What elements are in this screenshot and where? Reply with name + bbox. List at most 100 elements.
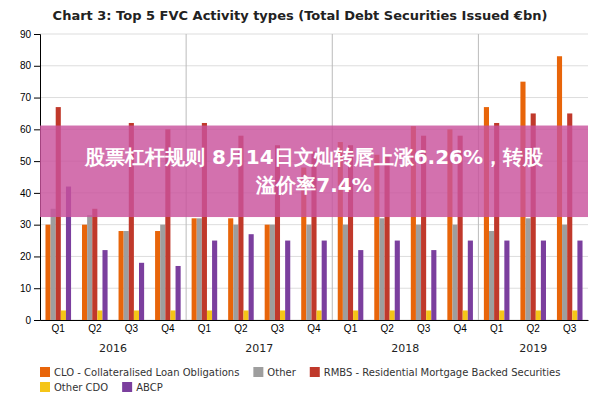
x-tick-label: Q3	[271, 323, 285, 334]
legend-swatch	[253, 367, 263, 377]
bar	[426, 310, 431, 320]
x-tick: Q3	[271, 320, 285, 334]
y-tick: 70	[20, 92, 40, 103]
x-tick-label: Q1	[490, 323, 504, 334]
y-tick-mark	[34, 193, 40, 194]
bar	[353, 310, 358, 320]
legend: CLO - Collateralised Loan Obligations Oth…	[40, 367, 560, 393]
grid-line	[40, 97, 588, 98]
legend-item: Other	[253, 367, 296, 378]
bar	[285, 241, 290, 320]
bar	[358, 250, 363, 320]
bar	[577, 241, 582, 320]
y-tick-label: 40	[20, 188, 32, 199]
overlay-box	[40, 126, 588, 218]
grid-line	[40, 65, 588, 66]
bar	[170, 310, 175, 320]
y-tick-label: 0	[25, 315, 31, 326]
bar	[390, 310, 395, 320]
x-tick: Q3	[417, 320, 431, 334]
y-tick-label: 60	[20, 124, 32, 135]
y-tick: 30	[20, 219, 40, 230]
bar	[228, 218, 233, 320]
x-axis: Q1Q2Q3Q4Q1Q2Q3Q4Q1Q2Q3Q4Q1Q2Q3	[41, 320, 589, 334]
y-tick: 10	[20, 283, 40, 294]
x-tick: Q4	[161, 320, 175, 334]
bar	[463, 310, 468, 320]
chart-container: Chart 3: Top 5 FVC Activity types (Total…	[0, 0, 600, 400]
y-tick-mark	[34, 161, 40, 162]
legend-label: Other CDO	[54, 382, 108, 393]
bar	[207, 310, 212, 320]
legend-label: ABCP	[136, 382, 163, 393]
bar	[176, 266, 181, 320]
legend-swatch	[122, 382, 132, 392]
bar	[119, 231, 124, 320]
bar-series	[51, 209, 568, 320]
grid-line	[40, 34, 588, 35]
legend-swatch	[310, 367, 320, 377]
x-tick: Q2	[380, 320, 394, 334]
y-tick-mark	[34, 320, 40, 321]
x-tick-label: Q4	[161, 323, 175, 334]
bar	[160, 225, 165, 320]
x-tick-label: Q1	[344, 323, 358, 334]
bar	[124, 231, 129, 320]
bar	[416, 225, 421, 320]
y-axis-line	[34, 35, 41, 321]
y-tick: 40	[20, 188, 40, 199]
y-tick-label: 80	[20, 60, 32, 71]
x-tick: Q3	[563, 320, 577, 334]
x-tick-label: Q2	[380, 323, 394, 334]
bar	[102, 250, 107, 320]
x-tick: Q1	[344, 320, 358, 334]
y-tick-label: 20	[20, 251, 32, 262]
legend-label: Other	[267, 367, 296, 378]
bar	[499, 310, 504, 320]
bar	[139, 263, 144, 320]
x-tick-label: Q2	[88, 323, 102, 334]
x-tick-label: Q4	[453, 323, 467, 334]
legend-label: RMBS - Residential Mortgage Backed Secur…	[324, 367, 561, 378]
title: Chart 3: Top 5 FVC Activity types (Total…	[53, 8, 548, 23]
bar	[243, 310, 248, 320]
bar	[562, 225, 567, 320]
year-labels: 2016201720182019	[99, 342, 547, 355]
x-tick: Q1	[490, 320, 504, 334]
y-tick-mark	[34, 34, 40, 35]
bar	[452, 225, 457, 320]
x-axis-line	[41, 320, 589, 321]
legend-item: CLO - Collateralised Loan Obligations	[40, 367, 239, 378]
y-tick-label: 90	[20, 29, 32, 40]
y-tick-mark	[34, 225, 40, 226]
overlay: 股票杠杆规则 8月14日文灿转唇上涨6.26%，转股溢价率7.4%	[40, 126, 588, 218]
chart-svg: Chart 3: Top 5 FVC Activity types (Total…	[0, 0, 600, 400]
bar	[572, 310, 577, 320]
plot: 0102030405060708090Q1Q2Q3Q4Q1Q2Q3Q4Q1Q2Q…	[20, 29, 589, 355]
y-tick-label: 30	[20, 219, 32, 230]
grid	[40, 34, 588, 320]
bar	[249, 234, 254, 320]
x-tick: Q4	[307, 320, 321, 334]
legend-label: CLO - Collateralised Loan Obligations	[54, 367, 239, 378]
y-tick-mark	[34, 129, 40, 130]
x-tick-label: Q2	[527, 323, 541, 334]
legend-item: ABCP	[122, 382, 163, 393]
bar	[51, 209, 56, 320]
x-tick: Q1	[52, 320, 66, 334]
bar	[270, 225, 275, 320]
legend-item: Other CDO	[40, 382, 108, 393]
y-tick: 80	[20, 60, 40, 71]
x-tick-label: Q3	[563, 323, 577, 334]
bar	[280, 310, 285, 320]
bar	[379, 218, 384, 320]
overlay-line: 股票杠杆规则 8月14日文灿转唇上涨6.26%，转股	[84, 145, 544, 169]
x-tick-label: Q1	[198, 323, 212, 334]
overlay-line: 溢价率7.4%	[255, 173, 371, 197]
y-tick-mark	[34, 288, 40, 289]
bar	[468, 241, 473, 320]
bar	[431, 250, 436, 320]
x-tick-label: Q4	[307, 323, 321, 334]
x-tick: Q1	[198, 320, 212, 334]
bar	[541, 241, 546, 320]
